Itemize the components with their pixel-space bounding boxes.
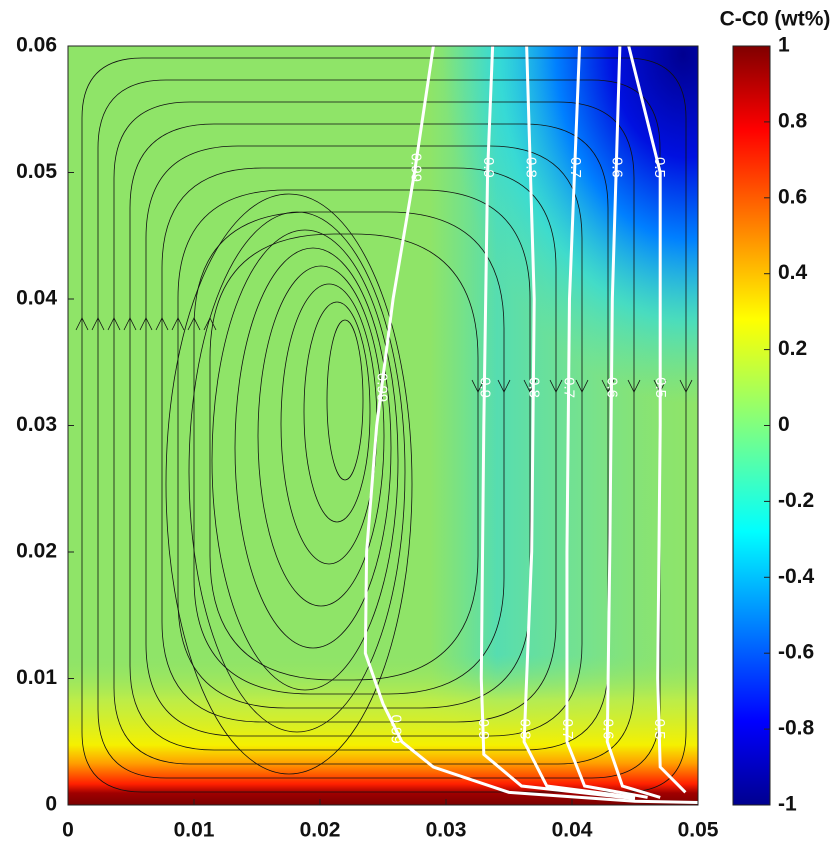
streamline xyxy=(234,247,392,649)
stream-arrow xyxy=(123,317,137,331)
colorbar xyxy=(732,45,771,806)
streamline xyxy=(113,101,635,765)
contour-line xyxy=(363,46,698,804)
colorbar-tick-label: -0.6 xyxy=(778,641,814,664)
colorbar-tick-label: -0.8 xyxy=(778,717,815,740)
stream-arrow xyxy=(471,379,485,393)
stream-arrow xyxy=(155,317,169,331)
stream-arrow xyxy=(549,379,563,393)
x-tick-label: 0.04 xyxy=(552,819,593,842)
stream-arrow xyxy=(575,379,589,393)
stream-arrow xyxy=(187,317,201,331)
contour-line xyxy=(522,46,636,799)
contour-label: 0.99 xyxy=(374,373,391,402)
colorbar-tick-label: 1 xyxy=(778,34,790,57)
y-tick-label: 0.03 xyxy=(16,413,57,436)
field: 0.99 0.99 0.99 0.9 0.9 0.9 0.8 0.8 0.8 0.7 0.7 0.7 0… xyxy=(68,46,698,805)
streamline xyxy=(193,211,505,695)
stream-arrow xyxy=(679,379,693,393)
stream-arrow xyxy=(107,317,121,331)
streamline xyxy=(211,229,399,691)
contour-label: 0.5 xyxy=(651,719,668,740)
x-tick-label: 0.03 xyxy=(426,819,467,842)
colorbar-tick-label: 0.6 xyxy=(778,185,807,208)
contour-line xyxy=(627,46,687,794)
streamline xyxy=(303,301,371,523)
y-tick-label: 0.02 xyxy=(16,540,57,563)
streamline xyxy=(161,167,557,723)
stream-arrow xyxy=(91,317,105,331)
streamline xyxy=(81,57,687,793)
x-tick-label: 0.05 xyxy=(678,819,719,842)
stream-arrow xyxy=(627,379,641,393)
colorbar-tick-label: -1 xyxy=(778,793,797,816)
colorbar-tick-label: 0 xyxy=(778,413,790,436)
streamline xyxy=(209,233,479,681)
x-tick-label: 0.01 xyxy=(174,819,215,842)
colorbar-tick-label: 0.8 xyxy=(778,109,808,132)
contour-label: 0.6 xyxy=(608,157,625,178)
contour-line xyxy=(565,46,648,799)
contour-label: 0.9 xyxy=(476,377,493,398)
colorbar-tick-label: -0.2 xyxy=(778,489,814,512)
colorbar-tick-label: 0.2 xyxy=(778,337,807,360)
contour-label: 0.7 xyxy=(561,377,578,398)
stream-arrow xyxy=(75,317,89,331)
streamline xyxy=(257,265,385,607)
colorbar-tick-label: -0.4 xyxy=(778,565,815,588)
contour-label: 0.8 xyxy=(525,377,542,398)
contour-label: 0.8 xyxy=(517,719,534,740)
contour-label: 0.6 xyxy=(599,719,616,740)
contour-label: 0.7 xyxy=(559,719,576,740)
colorbar-tick-label: 0.4 xyxy=(778,261,808,284)
contour-label: 0.9 xyxy=(480,157,497,178)
contour-label: 0.5 xyxy=(651,157,668,178)
contour-label: 0.8 xyxy=(522,157,539,178)
contour-label: 0.9 xyxy=(475,719,492,740)
x-tick-label: 0 xyxy=(62,819,74,842)
contour-label: 0.99 xyxy=(407,153,424,182)
streamline xyxy=(129,123,609,751)
contour-line xyxy=(605,46,661,799)
y-tick-label: 0 xyxy=(45,793,57,816)
contour-label: 0.99 xyxy=(388,714,405,743)
streamline xyxy=(326,319,364,481)
stream-arrow xyxy=(171,317,185,331)
streamline xyxy=(97,79,661,779)
streamline xyxy=(165,193,413,775)
stream-arrow xyxy=(139,317,153,331)
y-tick-label: 0.05 xyxy=(16,160,57,183)
contour-label: 0.6 xyxy=(603,377,620,398)
y-tick-label: 0.06 xyxy=(16,34,57,57)
streamline xyxy=(188,211,406,733)
y-tick-label: 0.04 xyxy=(16,287,57,310)
x-tick-label: 0.02 xyxy=(300,819,341,842)
y-tick-label: 0.01 xyxy=(16,666,57,689)
colorbar-title: C-C0 (wt%) xyxy=(720,8,830,31)
contour-label: 0.5 xyxy=(652,377,669,398)
stream-arrow xyxy=(497,379,511,393)
contour-line xyxy=(479,46,636,801)
contour-label: 0.7 xyxy=(567,157,584,178)
